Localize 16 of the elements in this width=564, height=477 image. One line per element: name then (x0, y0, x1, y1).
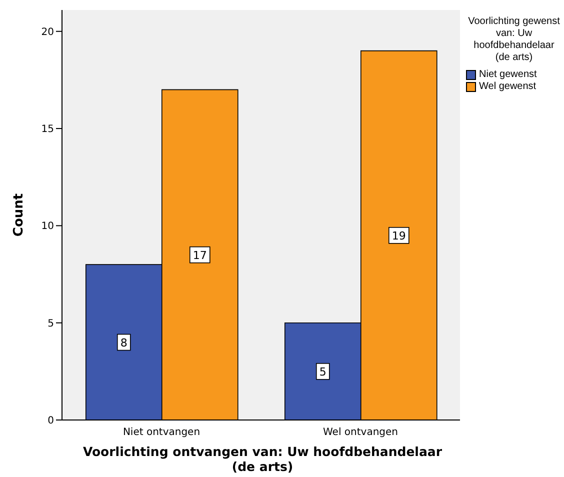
data-label: 19 (392, 229, 406, 242)
y-tick-label: 15 (41, 124, 54, 136)
legend-label: Niet gewenst (479, 69, 537, 81)
legend-title: Voorlichting gewenst van: Uw hoofdbehandelaar (de arts) (467, 16, 561, 64)
data-label: 8 (120, 336, 128, 350)
data-label: 17 (192, 248, 207, 262)
y-axis-title: Count (12, 193, 27, 237)
y-tick-label: 5 (48, 318, 54, 330)
y-tick-label: 0 (48, 416, 54, 427)
data-label: 5 (319, 365, 326, 378)
y-tick-label: 10 (41, 221, 54, 232)
legend-label: Wel gewenst (479, 81, 536, 93)
x-tick-label: Niet ontvangen (122, 427, 200, 438)
x-axis-title: Voorlichting ontvangen van: Uw hoofdbehandelaar (de arts) (82, 444, 442, 474)
y-tick-label: 20 (41, 26, 54, 38)
x-tick-label: Wel ontvangen (322, 427, 398, 438)
